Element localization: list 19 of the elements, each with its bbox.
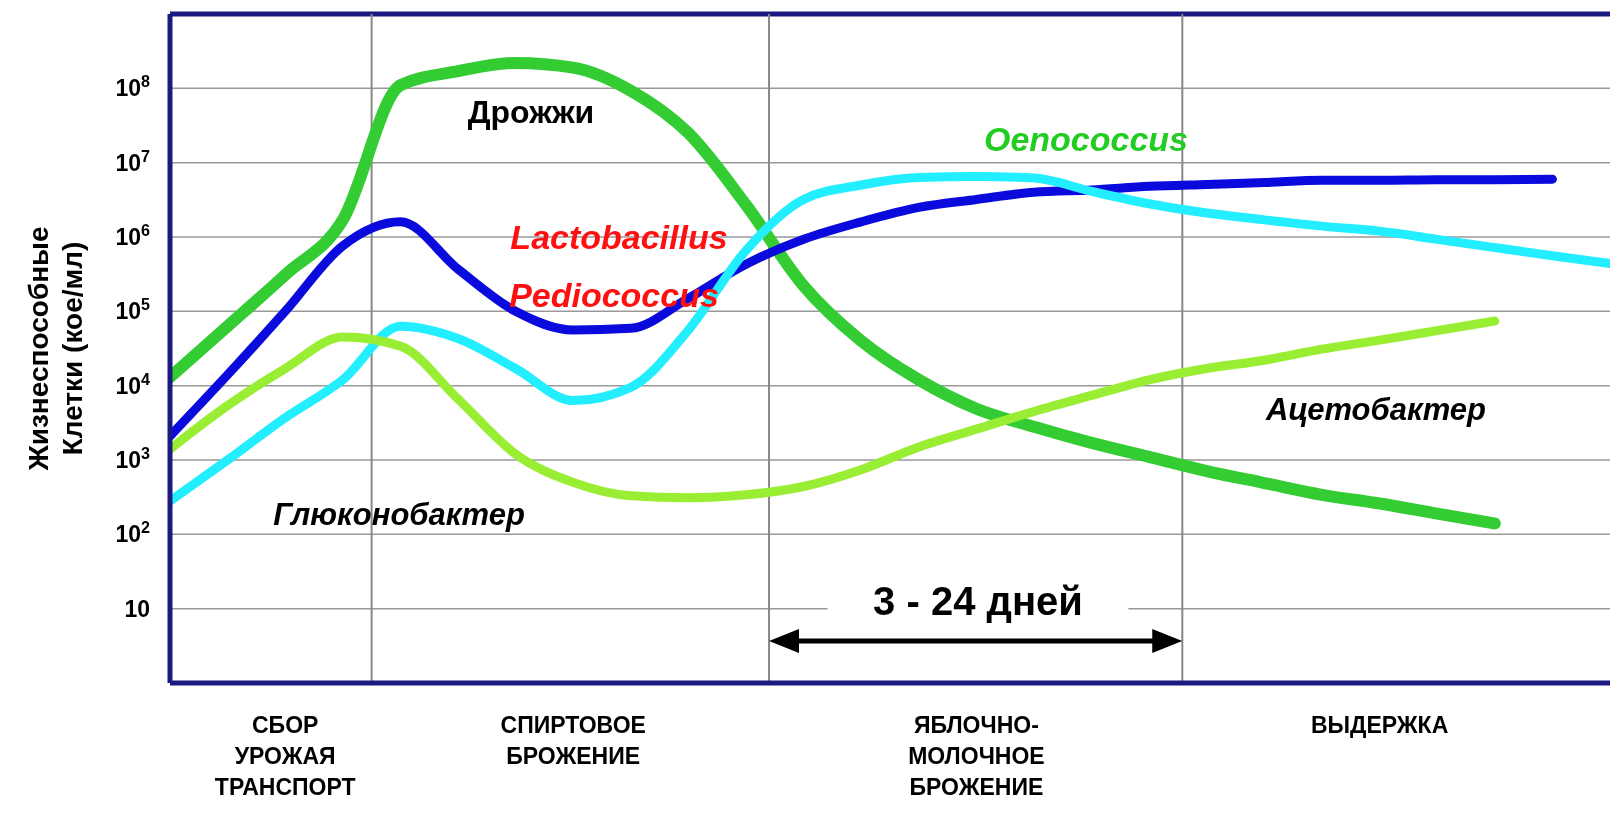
annotation: Дрожжи <box>467 93 595 130</box>
y-tick-label: 10$^{3}$ <box>115 444 151 473</box>
annotation: Ацетобактер <box>1264 392 1487 428</box>
annotation: Глюконобактер <box>273 497 525 533</box>
y-tick-label: 10$^{6}$ <box>115 221 151 250</box>
x-tick-label: ЯБЛОЧНО- МОЛОЧНОЕ БРОЖЕНИЕ <box>908 712 1045 800</box>
y-tick-label: 10$^{4}$ <box>115 369 151 399</box>
y-tick-label: 10$^{2}$ <box>115 518 151 548</box>
y-tick-label: 10 <box>124 595 150 622</box>
x-tick-label: ВЫДЕРЖКА <box>1310 712 1449 738</box>
y-tick-label: 10$^{5}$ <box>115 295 151 325</box>
y-tick-label: 10$^{8}$ <box>115 72 151 102</box>
annotation: Lactobacillus <box>510 218 728 257</box>
annotation: 3 - 24 дней <box>873 579 1083 624</box>
x-tick-label: СБОР УРОЖАЯ ТРАНСПОРТ <box>214 712 356 800</box>
annotation: Oenococcus <box>983 120 1189 159</box>
y-axis-title: Жизнеспособные Клетки (кое/мл) <box>23 226 88 472</box>
y-tick-label: 10$^{7}$ <box>115 146 151 176</box>
x-tick-label: СПИРТОВОЕ БРОЖЕНИЕ <box>500 712 646 769</box>
